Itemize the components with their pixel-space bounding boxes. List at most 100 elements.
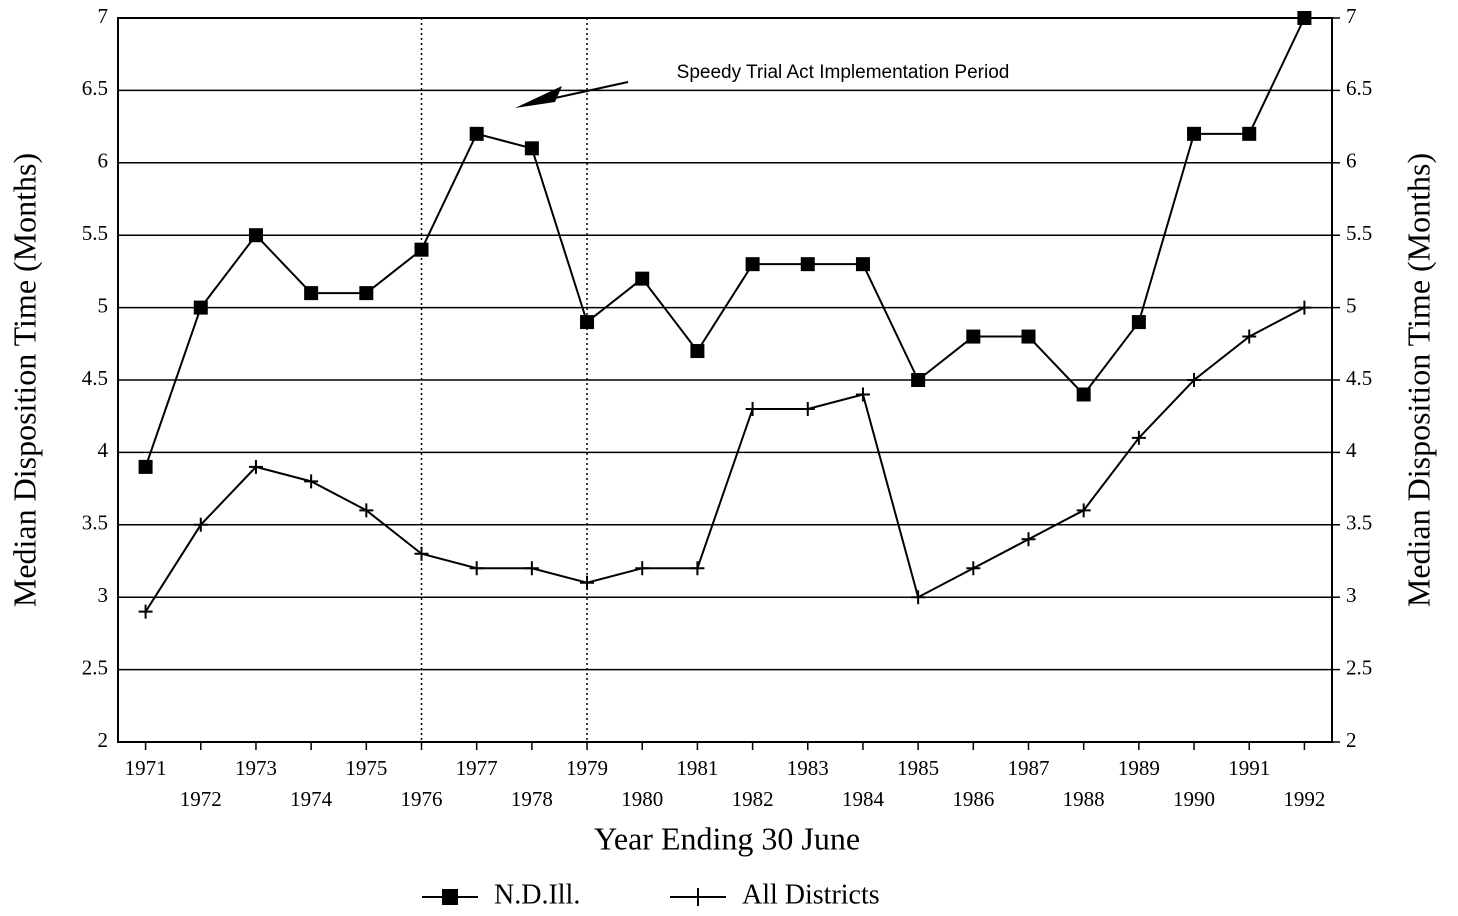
marker xyxy=(304,474,319,489)
marker xyxy=(635,271,650,286)
marker xyxy=(1131,315,1146,330)
y-axis-title: Median Disposition Time (Months) xyxy=(6,153,42,607)
marker xyxy=(855,257,870,272)
x-tick-label: 1982 xyxy=(732,787,774,811)
marker xyxy=(1021,329,1036,344)
marker xyxy=(1021,532,1036,547)
x-tick-label: 1986 xyxy=(952,787,994,811)
x-axis-title: Year Ending 30 June xyxy=(594,820,860,856)
x-tick-label: 1973 xyxy=(235,756,277,780)
legend-marker xyxy=(442,889,458,905)
series-line xyxy=(144,306,1305,613)
marker xyxy=(1297,300,1312,315)
y2-tick-label: 3.5 xyxy=(1346,511,1372,535)
x-tick-label: 1971 xyxy=(125,756,167,780)
marker xyxy=(966,329,981,344)
marker xyxy=(193,300,208,315)
marker xyxy=(800,401,815,416)
marker xyxy=(524,561,539,576)
y2-tick-label: 7 xyxy=(1346,4,1357,28)
x-tick-label: 1991 xyxy=(1228,756,1270,780)
x-tick-label: 1978 xyxy=(511,787,553,811)
marker xyxy=(138,459,153,474)
marker xyxy=(966,561,981,576)
y-tick-label: 5 xyxy=(98,293,109,317)
marker xyxy=(1187,126,1202,141)
x-tick-label: 1976 xyxy=(401,787,443,811)
y2-tick-label: 6 xyxy=(1346,149,1357,173)
marker xyxy=(911,590,926,605)
y-tick-label: 2.5 xyxy=(82,655,108,679)
x-tick-label: 1977 xyxy=(456,756,498,780)
y-tick-label: 3 xyxy=(98,583,109,607)
y-tick-label: 6.5 xyxy=(82,76,108,100)
x-tick-label: 1972 xyxy=(180,787,222,811)
marker xyxy=(414,546,429,561)
y2-tick-label: 2 xyxy=(1346,728,1357,752)
marker xyxy=(469,126,484,141)
marker xyxy=(800,257,815,272)
legend-label: All Districts xyxy=(742,879,880,910)
y-tick-label: 2 xyxy=(98,728,109,752)
y2-tick-label: 4.5 xyxy=(1346,366,1372,390)
marker xyxy=(1131,430,1146,445)
legend-label: N.D.Ill. xyxy=(494,879,580,910)
marker xyxy=(304,286,319,301)
y-tick-label: 5.5 xyxy=(82,221,108,245)
marker xyxy=(414,242,429,257)
annotation-arrowhead xyxy=(515,86,562,108)
marker xyxy=(138,604,153,619)
x-tick-label: 1985 xyxy=(897,756,939,780)
marker xyxy=(635,561,650,576)
y2-axis-title: Median Disposition Time (Months) xyxy=(1400,153,1436,607)
x-tick-label: 1974 xyxy=(290,787,333,811)
y2-tick-label: 6.5 xyxy=(1346,76,1372,100)
x-tick-label: 1988 xyxy=(1063,787,1105,811)
marker xyxy=(855,387,870,402)
marker xyxy=(1076,503,1091,518)
marker xyxy=(580,315,595,330)
x-tick-label: 1990 xyxy=(1173,787,1215,811)
x-tick-label: 1984 xyxy=(842,787,885,811)
marker xyxy=(580,575,595,590)
y2-tick-label: 2.5 xyxy=(1346,655,1372,679)
marker xyxy=(1242,126,1257,141)
y-tick-label: 4 xyxy=(98,438,109,462)
annotation: Speedy Trial Act Implementation Period xyxy=(677,62,1010,83)
y2-tick-label: 4 xyxy=(1346,438,1357,462)
marker xyxy=(524,141,539,156)
y-tick-label: 3.5 xyxy=(82,511,108,535)
x-tick-label: 1980 xyxy=(621,787,663,811)
x-tick-label: 1983 xyxy=(787,756,829,780)
marker xyxy=(248,228,263,243)
y2-tick-label: 5.5 xyxy=(1346,221,1372,245)
x-tick-label: 1975 xyxy=(345,756,387,780)
marker xyxy=(690,561,705,576)
y-tick-label: 6 xyxy=(98,149,109,173)
x-tick-label: 1992 xyxy=(1283,787,1325,811)
y-tick-label: 4.5 xyxy=(82,366,108,390)
marker xyxy=(1242,329,1257,344)
marker xyxy=(745,401,760,416)
x-tick-label: 1981 xyxy=(676,756,718,780)
marker xyxy=(469,561,484,576)
marker xyxy=(248,459,263,474)
x-tick-label: 1979 xyxy=(566,756,608,780)
y2-tick-label: 3 xyxy=(1346,583,1357,607)
marker xyxy=(1076,387,1091,402)
y-tick-label: 7 xyxy=(98,4,109,28)
marker xyxy=(1187,373,1202,387)
x-tick-label: 1987 xyxy=(1008,756,1050,780)
marker xyxy=(1297,11,1312,25)
marker xyxy=(359,503,374,518)
marker xyxy=(359,286,374,301)
series-line xyxy=(144,17,1306,468)
marker xyxy=(745,257,760,272)
x-tick-label: 1989 xyxy=(1118,756,1160,780)
plot-frame xyxy=(117,17,1333,743)
marker xyxy=(911,373,926,387)
y2-tick-label: 5 xyxy=(1346,293,1357,317)
marker xyxy=(690,344,705,359)
marker xyxy=(193,517,208,532)
